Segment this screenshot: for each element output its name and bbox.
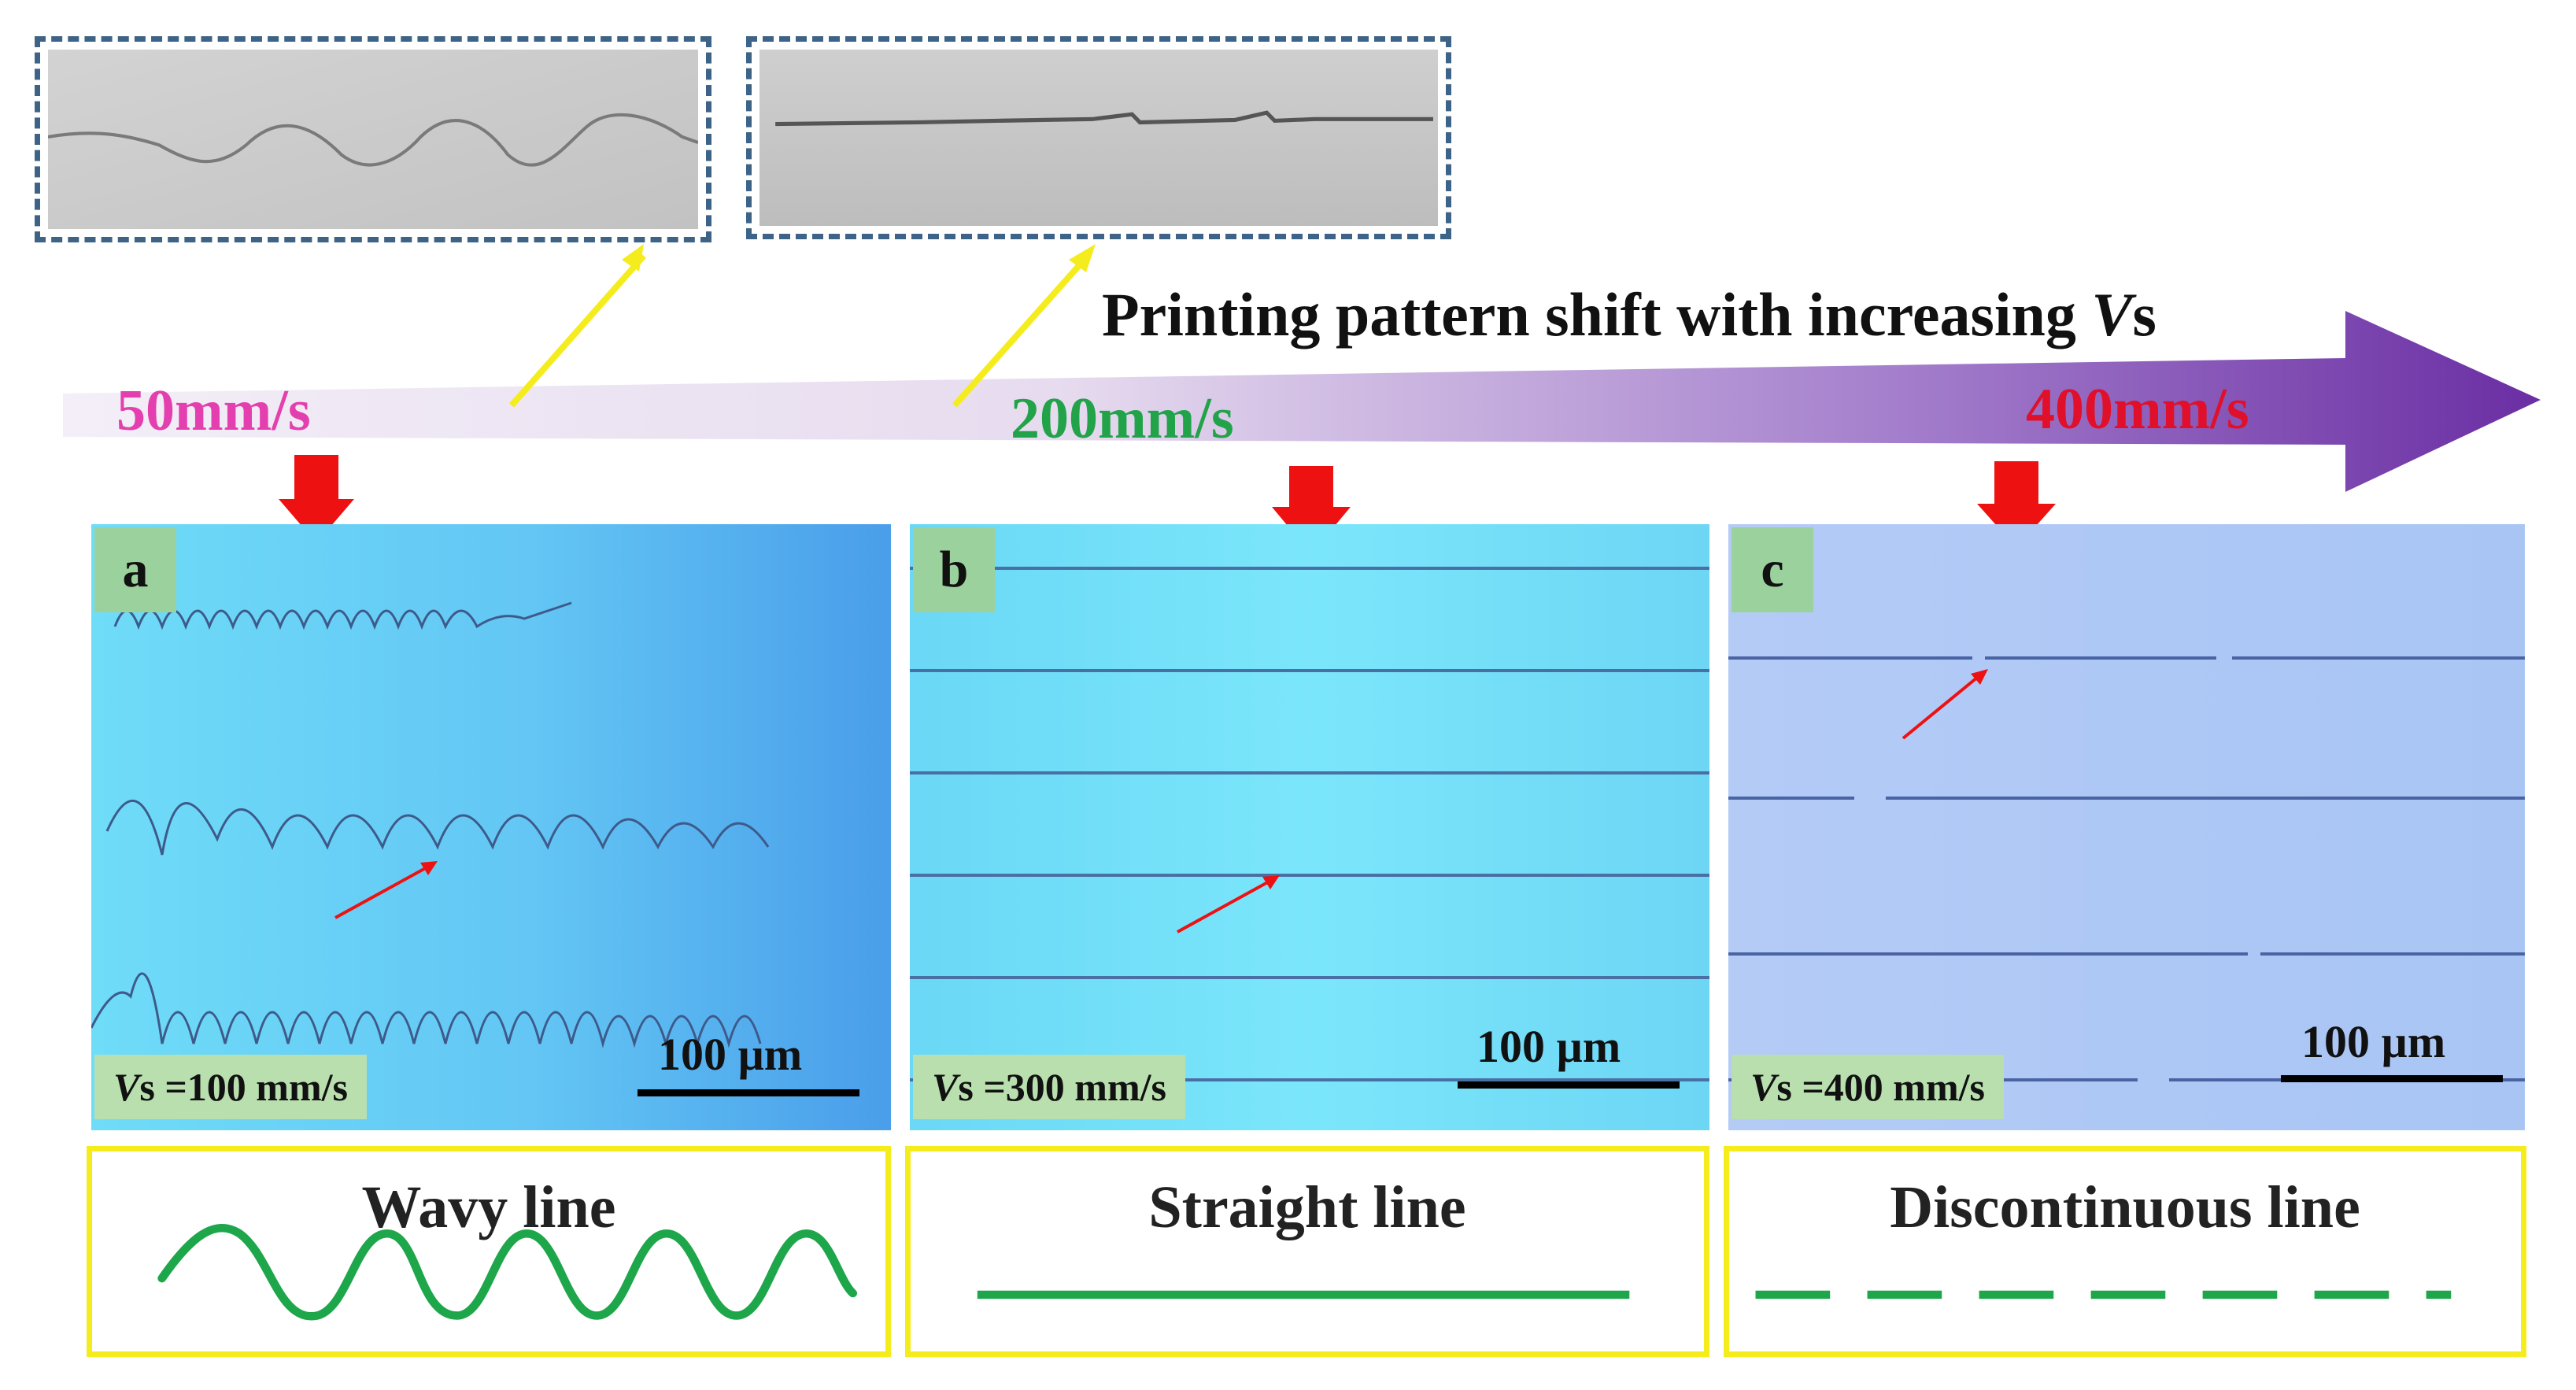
panel-b: b Vs =300 mm/s 100 µm (910, 524, 1709, 1130)
inset-wavy-micrograph (35, 36, 711, 242)
panel-c-scale-label: 100 µm (2301, 1016, 2446, 1067)
wavy-micrograph-image (47, 50, 699, 229)
panel-a-speed-label: Vs =100 mm/s (94, 1055, 367, 1119)
arrow-title: Printing pattern shift with increasing V… (1102, 280, 2157, 349)
panel-c-speed-label: Vs =400 mm/s (1732, 1055, 2004, 1119)
straight-line-schematic (977, 1290, 1630, 1299)
panel-c-micrograph (1728, 524, 2525, 1130)
panel-b-scale-label: 100 µm (1476, 1021, 1621, 1072)
panel-c-scale-bar (2281, 1075, 2503, 1082)
pointer-line-straight (952, 253, 1090, 408)
down-arrow-a (279, 455, 354, 543)
panel-a: a Vs =100 mm/s 100 µm (91, 524, 891, 1130)
schematic-straight: Straight line (905, 1146, 1709, 1357)
panel-a-micrograph (91, 524, 891, 1130)
speed-label-400: 400mm/s (2026, 377, 2249, 442)
panel-c: c Vs =400 mm/s 100 µm (1728, 524, 2525, 1130)
panel-a-tag: a (94, 527, 176, 612)
panel-b-micrograph (910, 524, 1709, 1130)
schematic-discontinuous-title: Discontinuous line (1890, 1174, 2360, 1240)
pointer-head-straight (1069, 244, 1096, 272)
speed-arrow-graphic (63, 244, 2541, 551)
inset-straight-micrograph (746, 36, 1451, 239)
speed-label-50: 50mm/s (116, 379, 311, 443)
discontinuous-line-schematic (1755, 1290, 2452, 1299)
schematic-wavy-title: Wavy line (361, 1174, 616, 1240)
panel-b-scale-bar (1458, 1081, 1680, 1089)
pointer-head-wavy (622, 244, 644, 272)
panel-b-tag: b (913, 527, 995, 612)
schematic-wavy: Wavy line (87, 1146, 891, 1357)
panel-c-tag: c (1732, 527, 1813, 612)
panel-a-scale-bar (638, 1089, 859, 1096)
panel-b-speed-label: Vs =300 mm/s (913, 1055, 1185, 1119)
schematic-discontinuous: Discontinuous line (1724, 1146, 2526, 1357)
speed-label-200: 200mm/s (1011, 386, 1234, 451)
panel-a-scale-label: 100 µm (658, 1029, 803, 1080)
straight-micrograph-image (759, 50, 1438, 226)
schematic-straight-title: Straight line (1148, 1174, 1466, 1240)
wavy-line-schematic (157, 1223, 857, 1321)
speed-arrow-shape (63, 311, 2541, 492)
pointer-line-wavy (509, 253, 646, 408)
